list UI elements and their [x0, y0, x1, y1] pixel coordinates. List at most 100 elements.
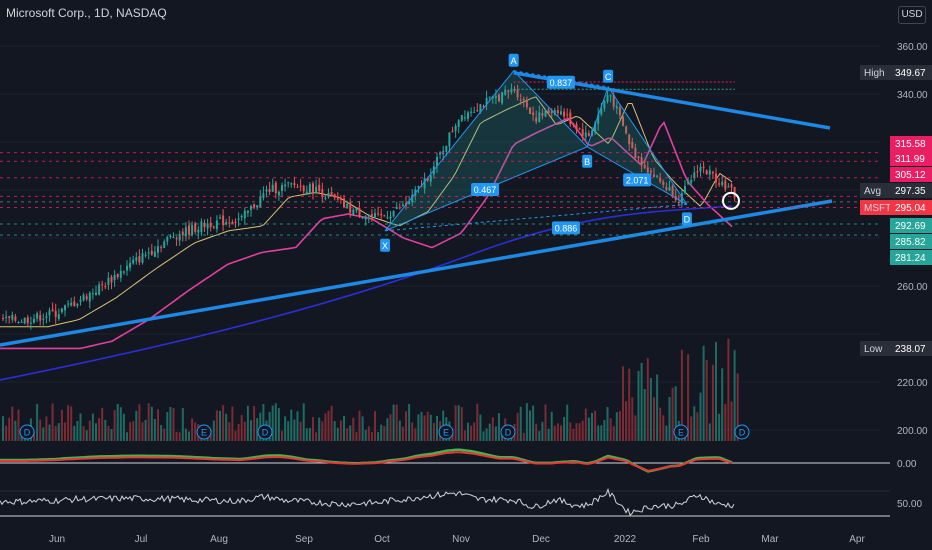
- candle: [290, 183, 293, 185]
- pattern-point-label: B: [584, 157, 590, 167]
- candle: [361, 217, 364, 219]
- candle: [231, 221, 234, 224]
- x-axis-label: Sep: [295, 534, 313, 545]
- volume-bar: [277, 408, 280, 441]
- candle: [67, 303, 70, 305]
- event-marker: [734, 424, 750, 440]
- volume-bar: [243, 421, 246, 441]
- volume-bar: [104, 419, 107, 441]
- candle: [110, 276, 113, 283]
- volume-bar: [392, 404, 395, 441]
- event-marker: [438, 424, 454, 440]
- candle: [358, 208, 361, 216]
- candle: [287, 182, 290, 184]
- candle: [144, 254, 147, 256]
- price-tag-value: 297.35: [895, 186, 926, 197]
- candle: [653, 174, 655, 177]
- candle: [476, 110, 479, 112]
- price-tag-value: 349.67: [895, 68, 926, 79]
- pattern-point-label: X: [382, 241, 388, 251]
- volume-bar: [138, 404, 141, 441]
- event-marker-label: D: [24, 428, 31, 438]
- candle: [29, 322, 32, 324]
- volume-bar: [253, 406, 256, 441]
- candle: [138, 255, 141, 263]
- candle: [581, 129, 584, 136]
- candle: [705, 170, 708, 174]
- volume-bar: [79, 413, 82, 441]
- volume-bar: [525, 403, 528, 441]
- volume-bar: [256, 418, 259, 441]
- candle: [116, 273, 119, 278]
- volume-bar: [42, 427, 45, 441]
- volume-bar: [181, 408, 184, 441]
- volume-bar: [640, 362, 643, 441]
- volume-bar: [318, 417, 321, 441]
- volume-bar: [693, 406, 696, 441]
- candle: [494, 96, 497, 99]
- volume-bar: [355, 432, 358, 441]
- pattern-point-badge: [681, 212, 692, 226]
- candle: [383, 215, 386, 217]
- candle: [553, 110, 556, 115]
- candle: [312, 183, 314, 194]
- candle: [163, 241, 166, 248]
- candle: [587, 132, 590, 136]
- candle: [702, 166, 705, 169]
- volume-bar: [566, 404, 569, 441]
- volume-bar: [572, 428, 575, 441]
- x-axis-label: Apr: [849, 534, 865, 545]
- candle: [82, 294, 85, 301]
- volume-bar: [361, 416, 364, 441]
- volume-bar: [57, 423, 60, 441]
- volume-bar: [225, 413, 228, 441]
- candle: [457, 120, 460, 127]
- candle: [23, 317, 26, 324]
- volume-bar: [107, 425, 110, 441]
- candle: [618, 107, 621, 116]
- candle: [262, 193, 265, 198]
- event-marker: [257, 424, 273, 440]
- price-tag-value: 238.07: [895, 344, 926, 355]
- price-tag-bg: [890, 136, 932, 151]
- candle: [281, 184, 283, 191]
- candle: [256, 205, 259, 208]
- volume-bar: [383, 426, 386, 441]
- candle: [153, 251, 156, 257]
- candle: [392, 211, 395, 217]
- volume-bar: [476, 403, 479, 441]
- pattern-triangle-bcd: [586, 85, 688, 205]
- candle: [578, 128, 581, 130]
- volume-bar: [705, 359, 708, 441]
- candle: [5, 316, 8, 318]
- candle: [17, 322, 20, 324]
- volume-bar: [395, 404, 398, 441]
- currency-button[interactable]: USD: [898, 6, 926, 24]
- volume-bar: [680, 349, 683, 441]
- candle: [386, 217, 389, 219]
- candle: [395, 206, 398, 210]
- volume-bar: [113, 410, 116, 441]
- candle: [271, 184, 274, 192]
- candle: [467, 112, 469, 119]
- support-trendline: [0, 199, 833, 347]
- candle: [417, 186, 420, 188]
- volume-bar: [101, 407, 104, 441]
- volume-bar: [228, 422, 231, 441]
- pattern-point-badge: [582, 154, 593, 168]
- volume-bar: [274, 403, 277, 441]
- candle: [643, 164, 646, 169]
- candle: [215, 220, 218, 230]
- candle: [101, 283, 104, 285]
- candle: [20, 321, 23, 323]
- pattern-ratio-label: 2.071: [626, 175, 649, 185]
- oscillator-2-tick: 50.00: [897, 499, 922, 510]
- volume-bar: [88, 420, 91, 441]
- candle: [470, 111, 473, 113]
- candle: [597, 114, 600, 125]
- volume-bar: [386, 418, 389, 441]
- volume-bar: [488, 423, 491, 441]
- volume-bar: [339, 420, 342, 441]
- pattern-xd-leg: [385, 203, 687, 232]
